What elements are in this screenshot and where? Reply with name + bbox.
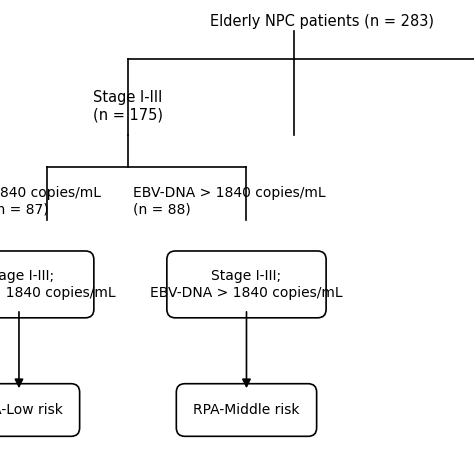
FancyBboxPatch shape	[176, 384, 317, 436]
Text: RPA-Low risk: RPA-Low risk	[0, 403, 63, 417]
Text: Elderly NPC patients (n = 283): Elderly NPC patients (n = 283)	[210, 14, 434, 29]
FancyBboxPatch shape	[0, 384, 80, 436]
Text: RPA-Middle risk: RPA-Middle risk	[193, 403, 300, 417]
Text: Stage I-III
(n = 175): Stage I-III (n = 175)	[93, 91, 163, 123]
Text: Stage I-III;
EBV-DNA > 1840 copies/mL: Stage I-III; EBV-DNA > 1840 copies/mL	[150, 269, 343, 300]
Text: EBV-DNA > 1840 copies/mL
(n = 88): EBV-DNA > 1840 copies/mL (n = 88)	[133, 186, 325, 217]
Text: 1840 copies/mL
(n = 87): 1840 copies/mL (n = 87)	[0, 186, 100, 217]
FancyBboxPatch shape	[167, 251, 326, 318]
Text: Stage I-III;
EBV-DNA ≤ 1840 copies/mL: Stage I-III; EBV-DNA ≤ 1840 copies/mL	[0, 269, 115, 300]
FancyBboxPatch shape	[0, 251, 94, 318]
